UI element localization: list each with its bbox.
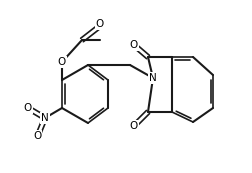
Text: O: O	[96, 19, 104, 29]
Text: O: O	[24, 103, 32, 113]
Text: O: O	[130, 121, 138, 131]
Text: O: O	[58, 57, 66, 67]
Text: N: N	[41, 113, 49, 123]
Text: O: O	[130, 40, 138, 50]
Text: N: N	[149, 73, 157, 83]
Text: O: O	[33, 131, 41, 141]
